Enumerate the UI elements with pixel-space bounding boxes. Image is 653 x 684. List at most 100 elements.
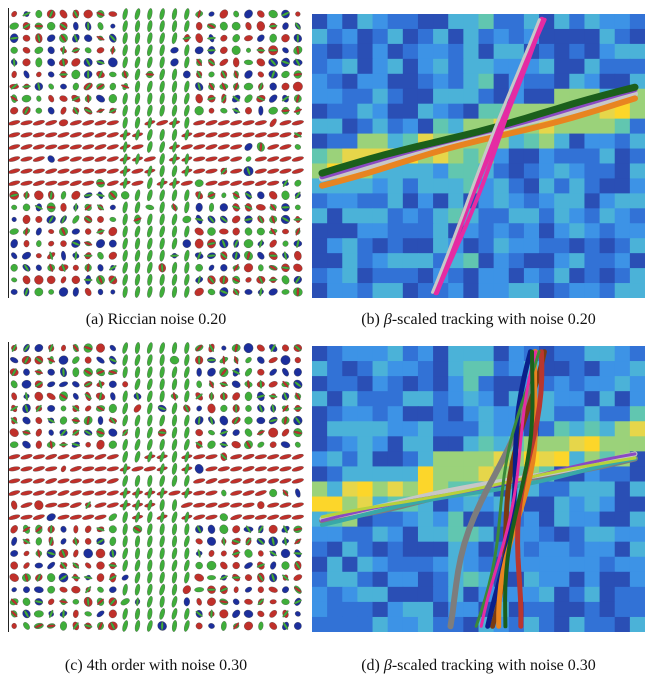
odf-glyph (282, 344, 289, 352)
odf-glyph (269, 239, 277, 248)
odf-glyph (83, 574, 93, 581)
odf-glyph (205, 466, 218, 472)
odf-glyph (269, 191, 278, 200)
odf-glyph (195, 21, 203, 31)
odf-glyph (279, 502, 292, 508)
odf-glyph (256, 58, 266, 67)
odf-glyph (34, 598, 44, 606)
odf-glyph (108, 11, 118, 17)
odf-glyph (193, 168, 206, 174)
odf-glyph (69, 502, 82, 508)
caption-b-beta: β (383, 311, 392, 328)
odf-glyph (84, 241, 93, 247)
odf-glyph (254, 156, 267, 162)
odf-glyph (94, 168, 107, 174)
vertical-fiber (474, 350, 541, 628)
odf-glyph (268, 9, 278, 19)
odf-glyph (244, 368, 253, 377)
odf-glyph (184, 116, 190, 129)
odf-glyph (196, 405, 202, 412)
odf-glyph (122, 414, 128, 427)
odf-glyph (83, 548, 93, 559)
odf-glyph (47, 71, 55, 78)
odf-glyph (293, 239, 303, 248)
odf-glyph (180, 144, 193, 150)
odf-glyph (10, 58, 18, 67)
odf-glyph (244, 621, 253, 631)
odf-glyph (134, 583, 141, 596)
odf-glyph (72, 429, 80, 436)
odf-glyph (134, 20, 141, 33)
odf-glyph (11, 216, 17, 222)
odf-glyph (207, 34, 216, 43)
odf-glyph (32, 478, 45, 484)
odf-glyph (121, 191, 130, 200)
odf-glyph (182, 239, 192, 248)
odf-glyph (194, 214, 204, 225)
odf-glyph (147, 583, 153, 596)
odf-glyph (244, 227, 253, 236)
odf-glyph (171, 547, 178, 560)
odf-glyph (23, 586, 30, 594)
odf-glyph (195, 549, 203, 558)
odf-glyph (122, 475, 128, 487)
odf-glyph (159, 141, 165, 153)
odf-glyph (269, 94, 278, 103)
odf-glyph (106, 132, 119, 138)
odf-glyph (256, 417, 266, 425)
odf-glyph (171, 80, 178, 93)
odf-glyph (131, 168, 144, 174)
odf-glyph (22, 214, 31, 225)
odf-glyph (71, 47, 80, 54)
odf-glyph (35, 264, 42, 271)
odf-glyph (195, 264, 203, 272)
odf-glyph (32, 168, 45, 174)
odf-glyph (267, 478, 280, 484)
odf-glyph (193, 454, 206, 460)
odf-glyph (84, 429, 93, 436)
odf-glyph (47, 405, 56, 412)
odf-glyph (59, 609, 68, 619)
odf-glyph (71, 94, 81, 103)
odf-glyph (268, 106, 278, 115)
horizontal-fiber (320, 456, 637, 528)
odf-glyph (171, 463, 178, 475)
odf-glyph (169, 355, 180, 365)
odf-glyph (268, 276, 278, 283)
odf-glyph (72, 537, 80, 546)
odf-glyph (106, 120, 119, 126)
odf-glyph (147, 44, 153, 57)
odf-glyph (22, 22, 31, 31)
odf-glyph (268, 251, 278, 260)
odf-glyph (122, 381, 129, 388)
odf-glyph (158, 263, 166, 273)
odf-glyph (254, 466, 267, 472)
odf-glyph (294, 191, 301, 199)
odf-glyph (207, 357, 216, 364)
odf-glyph (108, 227, 118, 237)
odf-glyph (72, 356, 80, 364)
odf-glyph (294, 250, 302, 261)
odf-glyph (281, 106, 290, 115)
odf-glyph (231, 573, 241, 582)
odf-glyph (34, 355, 44, 365)
odf-glyph (171, 342, 178, 354)
odf-glyph (32, 454, 45, 460)
odf-glyph (219, 82, 229, 91)
odf-glyph (244, 440, 253, 450)
odf-glyph (171, 32, 178, 45)
odf-glyph (22, 11, 31, 17)
odf-glyph (23, 70, 30, 79)
odf-glyph (184, 249, 190, 262)
odf-glyph (94, 514, 107, 520)
odf-glyph (147, 213, 153, 226)
odf-glyph (281, 428, 290, 437)
odf-glyph (96, 204, 105, 211)
odf-glyph (85, 21, 92, 31)
odf-glyph (71, 586, 81, 594)
odf-glyph (159, 523, 165, 536)
odf-glyph (23, 287, 30, 297)
odf-glyph (144, 499, 156, 511)
odf-glyph (134, 261, 141, 274)
odf-glyph-field-a (8, 8, 304, 298)
